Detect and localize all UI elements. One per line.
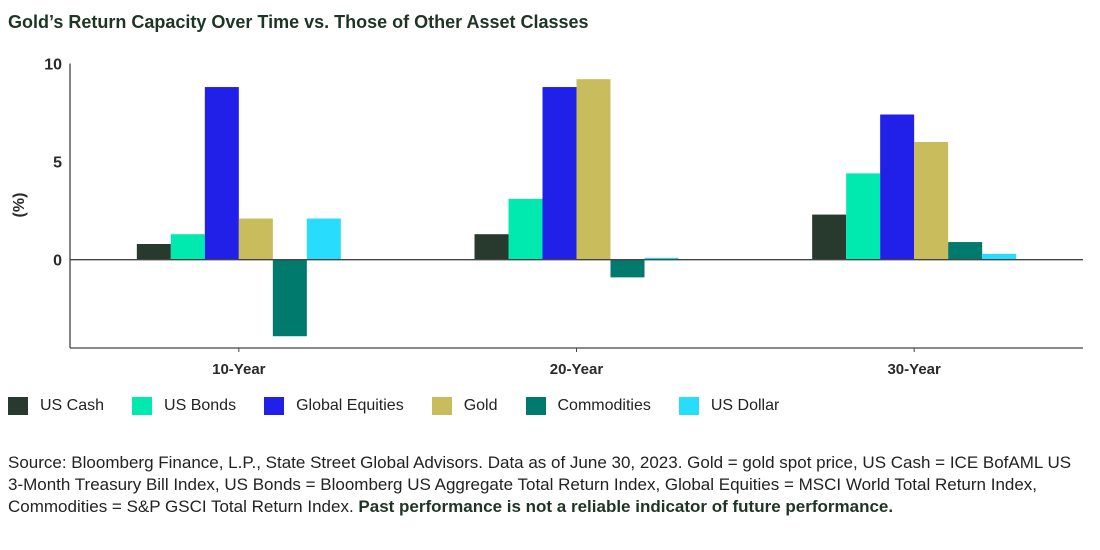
legend-item: US Dollar — [678, 397, 780, 415]
bar-global-equities — [880, 114, 915, 260]
chart-title: Gold’s Return Capacity Over Time vs. Tho… — [8, 12, 589, 32]
legend-swatch — [264, 397, 285, 415]
bar-us-dollar — [982, 253, 1017, 260]
legend-label: US Cash — [40, 397, 105, 414]
x-tick-label: 10-Year — [212, 361, 266, 378]
legend-item: US Cash — [8, 397, 104, 415]
legend-label: US Bonds — [164, 397, 237, 414]
legend-label: Global Equities — [296, 397, 404, 414]
bar-commodities — [610, 259, 645, 278]
source-note: Source: Bloomberg Finance, L.P., State S… — [8, 452, 1088, 518]
bar-gold — [238, 218, 273, 260]
bar-commodities — [948, 242, 983, 260]
legend-item: Global Equities — [264, 397, 404, 415]
disclaimer: Past performance is not a reliable indic… — [358, 497, 894, 516]
legend: US Cash US Bonds Global Equities Gold Commod… — [8, 397, 807, 415]
legend-item: Commodities — [525, 397, 651, 415]
y-tick-label: 10 — [44, 57, 62, 74]
bar-chart: 0 5 10 (%) 10-Year 20-Year 30-Year — [11, 57, 1083, 378]
source-text: Source: Bloomberg Finance, L.P., State S… — [8, 453, 1072, 516]
y-tick-label: 0 — [53, 253, 62, 270]
bar-us-dollar — [306, 218, 341, 260]
bar-gold — [914, 141, 949, 260]
legend-label: Commodities — [557, 397, 651, 414]
bar-us-bonds — [846, 173, 881, 260]
legend-label: Gold — [463, 397, 498, 414]
bar-commodities — [272, 259, 307, 337]
bar-us-cash — [136, 244, 171, 260]
y-axis-label: (%) — [11, 193, 28, 218]
bar-us-bonds — [170, 234, 205, 260]
x-tick-label: 20-Year — [550, 361, 604, 378]
legend-item: Gold — [431, 397, 498, 415]
legend-swatch — [132, 397, 153, 415]
legend-swatch — [525, 397, 546, 415]
bar-us-cash — [812, 214, 847, 260]
bar-gold — [576, 79, 611, 260]
x-tick-label: 30-Year — [887, 361, 941, 378]
y-tick-label: 5 — [53, 155, 62, 172]
bar-us-cash — [474, 234, 509, 260]
legend-swatch — [8, 397, 28, 415]
bar-global-equities — [204, 87, 239, 260]
bar-us-bonds — [508, 198, 543, 260]
legend-swatch — [678, 397, 699, 415]
legend-item: US Bonds — [132, 397, 236, 415]
legend-label: US Dollar — [710, 397, 780, 414]
bar-us-dollar — [644, 257, 679, 260]
bar-global-equities — [542, 87, 577, 260]
legend-swatch — [431, 397, 452, 415]
